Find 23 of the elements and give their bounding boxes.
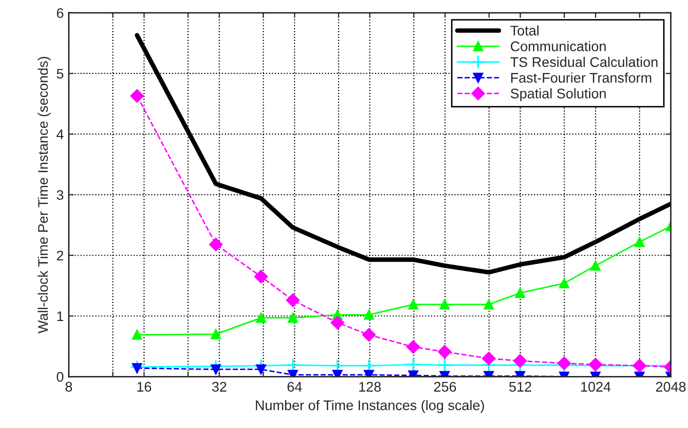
x-axis-title: Number of Time Instances (log scale) — [256, 400, 484, 413]
y-tick-label: 4 — [56, 130, 64, 140]
legend-label: Total — [510, 25, 538, 36]
x-tick-label: 8 — [66, 382, 72, 392]
x-tick-label: 2048 — [656, 382, 686, 392]
legend-label: Spatial Solution — [510, 88, 606, 102]
y-axis-title: Wall-clock Time Per Time Instance (seconds) — [38, 56, 51, 334]
x-tick-label: 512 — [509, 382, 532, 392]
legend-label: Fast-Fourier Transform — [511, 72, 652, 83]
y-tick-label: 3 — [56, 190, 64, 200]
x-tick-label: 32 — [212, 382, 226, 392]
y-tick-label: 0 — [56, 372, 64, 382]
y-tick-label: 6 — [56, 8, 64, 18]
y-tick-label: 5 — [56, 68, 64, 79]
y-tick-label: 1 — [57, 311, 64, 322]
x-tick-label: 128 — [359, 382, 381, 392]
y-tick-label: 2 — [56, 250, 64, 260]
x-tick-label: 256 — [434, 382, 456, 392]
legend-label: TS Residual Calculation — [510, 56, 658, 67]
x-tick-label: 16 — [137, 382, 152, 392]
x-tick-label: 1024 — [581, 382, 611, 392]
legend-label: Communication — [510, 41, 606, 52]
x-tick-label: 64 — [288, 382, 302, 392]
